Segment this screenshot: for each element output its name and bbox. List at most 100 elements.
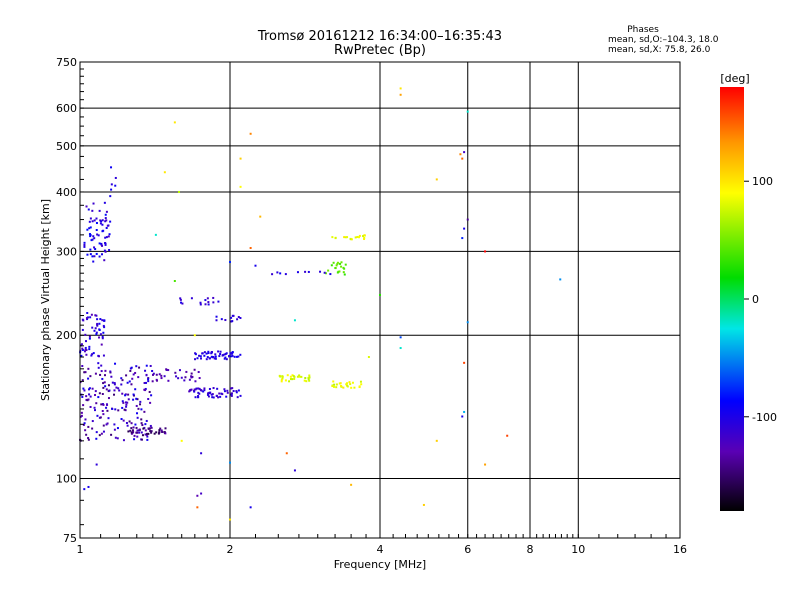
data-point <box>90 354 93 357</box>
data-point <box>81 379 84 382</box>
data-point <box>140 418 143 421</box>
data-point <box>173 121 176 124</box>
data-point <box>130 431 133 434</box>
data-point <box>87 208 90 211</box>
data-point <box>178 369 181 372</box>
data-point <box>229 518 231 521</box>
data-point <box>222 354 225 357</box>
data-point <box>296 375 299 378</box>
data-point <box>120 383 123 386</box>
data-point <box>293 319 296 322</box>
data-point <box>88 387 91 390</box>
data-point <box>363 234 366 237</box>
data-point <box>90 313 93 316</box>
data-point <box>163 171 166 174</box>
data-point <box>130 422 133 425</box>
data-point <box>96 324 99 327</box>
data-point <box>135 397 138 400</box>
data-point <box>349 237 352 240</box>
data-point <box>193 368 196 371</box>
data-point <box>84 346 87 349</box>
data-point <box>197 395 200 398</box>
data-point <box>120 418 123 421</box>
data-point <box>122 401 125 404</box>
data-point <box>207 303 210 306</box>
data-point <box>133 434 136 437</box>
data-point <box>147 432 150 435</box>
data-point <box>147 398 150 401</box>
data-point <box>231 351 234 354</box>
data-point <box>103 319 106 322</box>
data-point <box>203 351 206 354</box>
data-point <box>206 356 209 359</box>
data-point <box>226 391 229 394</box>
data-point <box>307 270 310 273</box>
data-point <box>83 371 86 374</box>
data-point <box>155 431 158 434</box>
data-point <box>132 393 135 396</box>
data-point <box>158 373 161 376</box>
data-point <box>104 242 107 245</box>
data-point <box>114 408 117 411</box>
data-point <box>226 389 229 392</box>
data-point <box>362 235 365 238</box>
data-point <box>214 355 217 358</box>
data-point <box>146 435 149 438</box>
data-point <box>229 261 231 264</box>
data-point <box>175 375 178 378</box>
data-point <box>85 395 88 398</box>
data-point <box>101 219 104 222</box>
data-point <box>107 417 110 420</box>
data-point <box>160 377 163 380</box>
data-point <box>136 435 139 438</box>
data-point <box>89 405 92 408</box>
data-point <box>288 380 291 383</box>
data-point <box>339 382 342 385</box>
data-point <box>198 387 201 390</box>
plot-grid <box>80 62 680 538</box>
data-point <box>200 492 203 495</box>
data-point <box>94 314 97 317</box>
data-point <box>114 176 117 179</box>
data-point <box>144 423 147 426</box>
data-point <box>84 371 87 374</box>
data-point <box>212 296 215 299</box>
data-point <box>103 374 106 377</box>
data-point <box>81 395 84 398</box>
data-point <box>89 235 92 238</box>
data-point <box>83 350 86 353</box>
data-point <box>223 353 226 356</box>
data-point <box>121 406 124 409</box>
data-point <box>110 433 113 436</box>
data-point <box>109 195 112 198</box>
data-point <box>199 301 202 304</box>
data-point <box>86 318 89 321</box>
data-point <box>92 352 95 355</box>
data-point <box>87 398 90 401</box>
data-point <box>190 297 193 300</box>
data-point <box>87 388 90 391</box>
data-point <box>220 318 223 321</box>
data-point <box>127 393 130 396</box>
data-point <box>207 352 210 355</box>
data-point <box>83 241 86 244</box>
data-point <box>336 261 339 264</box>
data-point <box>83 389 86 392</box>
y-tick-label: 500 <box>56 140 77 153</box>
data-point <box>94 327 97 330</box>
data-point <box>196 494 199 497</box>
data-point <box>205 352 208 355</box>
data-point <box>103 381 106 384</box>
data-point <box>215 394 218 397</box>
data-point <box>239 353 242 356</box>
data-point <box>160 429 163 432</box>
data-point <box>281 375 284 378</box>
data-point <box>94 390 97 393</box>
data-point <box>121 379 124 382</box>
data-point <box>152 372 155 375</box>
data-point <box>150 426 153 429</box>
data-point <box>96 414 99 417</box>
data-point <box>149 401 152 404</box>
data-point <box>89 217 92 220</box>
data-point <box>224 356 227 359</box>
